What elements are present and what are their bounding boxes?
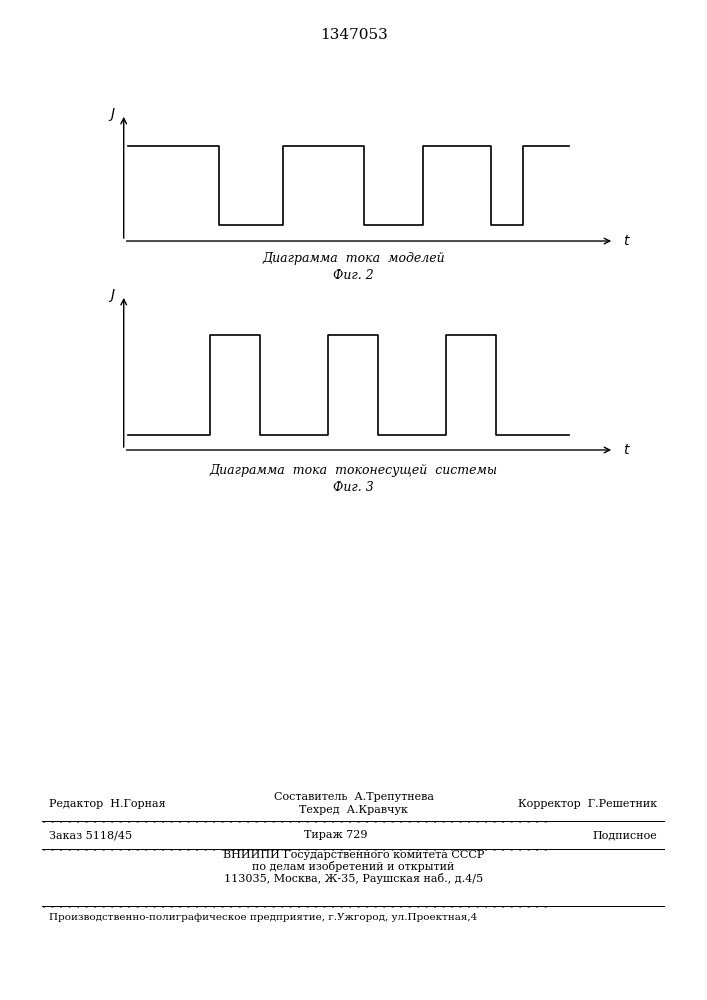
Text: J: J	[110, 288, 115, 302]
Text: Диаграмма  тока  моделей: Диаграмма тока моделей	[262, 252, 445, 265]
Text: Фиг. 2: Фиг. 2	[333, 269, 374, 282]
Text: - - - - - - - - - - - - - - - - - - - - - - - - - - - - - - - - - - - - - - - - : - - - - - - - - - - - - - - - - - - - - …	[42, 847, 548, 853]
Text: Составитель  А.Трепутнева: Составитель А.Трепутнева	[274, 792, 433, 802]
Text: 113035, Москва, Ж-35, Раушская наб., д.4/5: 113035, Москва, Ж-35, Раушская наб., д.4…	[224, 874, 483, 884]
Text: Техред  А.Кравчук: Техред А.Кравчук	[299, 805, 408, 815]
Text: Подписное: Подписное	[592, 830, 658, 840]
Text: - - - - - - - - - - - - - - - - - - - - - - - - - - - - - - - - - - - - - - - - : - - - - - - - - - - - - - - - - - - - - …	[42, 904, 548, 910]
Text: по делам изобретений и открытий: по делам изобретений и открытий	[252, 861, 455, 872]
Text: J: J	[110, 107, 115, 121]
Text: Фиг. 3: Фиг. 3	[333, 481, 374, 494]
Text: t: t	[623, 443, 629, 457]
Text: ВНИИПИ Государственного комитета СССР: ВНИИПИ Государственного комитета СССР	[223, 850, 484, 860]
Text: Редактор  Н.Горная: Редактор Н.Горная	[49, 799, 166, 809]
Text: t: t	[623, 234, 629, 248]
Text: Заказ 5118/45: Заказ 5118/45	[49, 830, 133, 840]
Text: - - - - - - - - - - - - - - - - - - - - - - - - - - - - - - - - - - - - - - - - : - - - - - - - - - - - - - - - - - - - - …	[42, 819, 548, 825]
Text: Тираж 729: Тираж 729	[304, 830, 368, 840]
Text: Производственно-полиграфическое предприятие, г.Ужгород, ул.Проектная,4: Производственно-полиграфическое предприя…	[49, 914, 478, 922]
Text: Корректор  Г.Решетник: Корректор Г.Решетник	[518, 799, 658, 809]
Text: 1347053: 1347053	[320, 28, 387, 42]
Text: Диаграмма  тока  токонесущей  системы: Диаграмма тока токонесущей системы	[209, 464, 498, 477]
